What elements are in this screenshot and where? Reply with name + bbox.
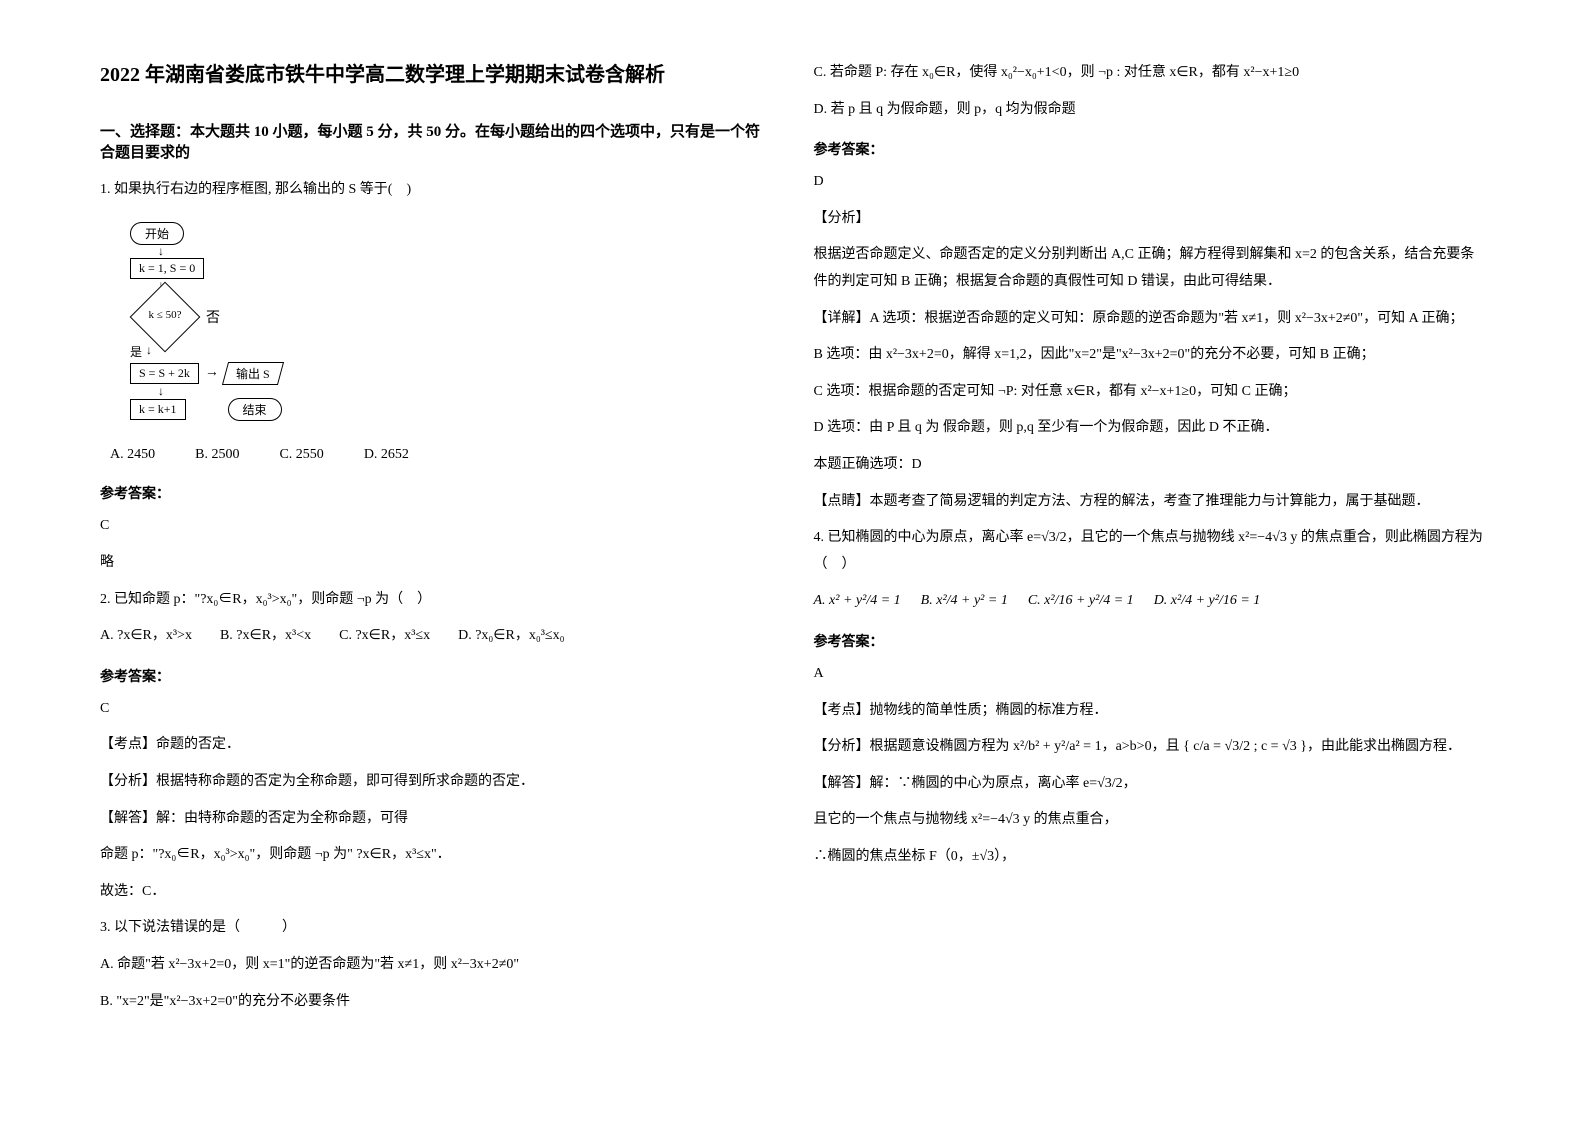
q4-optB: B. x²/4 + y² = 1: [921, 588, 1008, 615]
flow-arrow: ↓: [146, 346, 152, 356]
q3-final: 本题正确选项：D: [814, 452, 1488, 479]
q2-jieda-2: 命题 p："?x₀∈R，x₀³>x₀"，则命题 ¬p 为" ?x∈R，x³≤x"…: [100, 842, 774, 869]
flow-no-label: 否: [206, 307, 220, 327]
q3-fenxi-label: 【分析】: [814, 206, 1488, 233]
q4-jieda-1: 【解答】解：∵椭圆的中心为原点，离心率 e=√3/2，: [814, 771, 1488, 798]
q1-optA: A. 2450: [110, 447, 155, 463]
q4-answer: A: [814, 661, 1488, 688]
q3-fenxi-body: 根据逆否命题定义、命题否定的定义分别判断出 A,C 正确；解方程得到解集和 x=…: [814, 242, 1488, 295]
answer-label: 参考答案：: [814, 139, 1488, 159]
flow-start: 开始: [130, 222, 184, 245]
answer-label: 参考答案：: [814, 631, 1488, 651]
q1-optB: B. 2500: [195, 447, 239, 463]
q2-answer: C: [100, 696, 774, 723]
q3-xiangjie-A: 【详解】A 选项：根据逆否命题的定义可知：原命题的逆否命题为"若 x≠1，则 x…: [814, 306, 1488, 333]
q4-optD: D. x²/4 + y²/16 = 1: [1154, 588, 1261, 615]
q2-jieda-1: 【解答】解：由特称命题的否定为全称命题，可得: [100, 806, 774, 833]
flow-body: S = S + 2k: [130, 363, 199, 384]
q3-xiangjie-C: C 选项：根据命题的否定可知 ¬P: 对任意 x∈R，都有 x²−x+1≥0，可…: [814, 379, 1488, 406]
q3-optA: A. 命题"若 x²−3x+2=0，则 x=1"的逆否命题为"若 x≠1，则 x…: [100, 952, 774, 979]
q3-dianjing: 【点睛】本题考查了简易逻辑的判定方法、方程的解法，考查了推理能力与计算能力，属于…: [814, 489, 1488, 516]
section-heading: 一、选择题：本大题共 10 小题，每小题 5 分，共 50 分。在每小题给出的四…: [100, 120, 774, 162]
q3-optB: B. "x=2"是"x²−3x+2=0"的充分不必要条件: [100, 989, 774, 1016]
flow-init: k = 1, S = 0: [130, 258, 204, 279]
q1-text: 1. 如果执行右边的程序框图, 那么输出的 S 等于( ): [100, 177, 774, 204]
q3-text: 3. 以下说法错误的是（ ）: [100, 915, 774, 942]
flow-body-row: S = S + 2k → 输出 S: [130, 362, 281, 385]
q4-fenxi: 【分析】根据题意设椭圆方程为 x²/b² + y²/a² = 1，a>b>0，且…: [814, 734, 1488, 761]
flow-end-row: k = k+1 结束: [130, 398, 282, 421]
q2-jieda-3: 故选：C．: [100, 879, 774, 906]
q1-brief: 略: [100, 550, 774, 577]
q4-options: A. x² + y²/4 = 1 B. x²/4 + y² = 1 C. x²/…: [814, 588, 1488, 615]
flow-inc: k = k+1: [130, 399, 186, 420]
flowchart: 开始 ↓ k = 1, S = 0 ↓ k ≤ 50? 否 是 ↓ S = S …: [130, 222, 774, 422]
q2-options: A. ?x∈R，x³>x B. ?x∈R，x³<x C. ?x∈R，x³≤x D…: [100, 623, 774, 650]
q3-xiangjie-D: D 选项：由 P 且 q 为 假命题，则 p,q 至少有一个为假命题，因此 D …: [814, 415, 1488, 442]
right-column: C. 若命题 P: 存在 x₀∈R，使得 x₀²−x₀+1<0，则 ¬p : 对…: [794, 60, 1508, 1082]
q2-kaodian: 【考点】命题的否定．: [100, 732, 774, 759]
q4-jieda-3: ∴椭圆的焦点坐标 F（0，±√3），: [814, 844, 1488, 871]
q1-optD: D. 2652: [364, 447, 409, 463]
q2-text: 2. 已知命题 p："?x₀∈R，x₀³>x₀"，则命题 ¬p 为（ ）: [100, 587, 774, 614]
flow-yes-label: 是: [130, 343, 142, 360]
q4-kaodian: 【考点】抛物线的简单性质；椭圆的标准方程．: [814, 698, 1488, 725]
q1-answer: C: [100, 513, 774, 540]
flow-arrow: ↓: [158, 387, 164, 397]
left-column: 2022 年湖南省娄底市铁牛中学高二数学理上学期期末试卷含解析 一、选择题：本大…: [80, 60, 794, 1082]
q4-optC: C. x²/16 + y²/4 = 1: [1028, 588, 1134, 615]
q3-optD: D. 若 p 且 q 为假命题，则 p，q 均为假命题: [814, 97, 1488, 124]
q3-answer: D: [814, 169, 1488, 196]
q3-xiangjie-B: B 选项：由 x²−3x+2=0，解得 x=1,2，因此"x=2"是"x²−3x…: [814, 342, 1488, 369]
answer-label: 参考答案：: [100, 483, 774, 503]
q4-jieda-2: 且它的一个焦点与抛物线 x²=−4√3 y 的焦点重合，: [814, 807, 1488, 834]
flow-cond-text: k ≤ 50?: [130, 309, 200, 321]
q1-options: A. 2450 B. 2500 C. 2550 D. 2652: [110, 447, 774, 463]
flow-end: 结束: [228, 398, 282, 421]
q2-fenxi: 【分析】根据特称命题的否定为全称命题，即可得到所求命题的否定．: [100, 769, 774, 796]
q3-optC: C. 若命题 P: 存在 x₀∈R，使得 x₀²−x₀+1<0，则 ¬p : 对…: [814, 60, 1488, 87]
answer-label: 参考答案：: [100, 666, 774, 686]
flow-output: 输出 S: [222, 362, 284, 385]
flow-diamond: k ≤ 50?: [130, 297, 200, 337]
flow-cond-row: k ≤ 50? 否: [130, 293, 220, 341]
q4-optA: A. x² + y²/4 = 1: [814, 588, 901, 615]
q1-optC: C. 2550: [279, 447, 323, 463]
page-title: 2022 年湖南省娄底市铁牛中学高二数学理上学期期末试卷含解析: [100, 60, 774, 90]
q4-text: 4. 已知椭圆的中心为原点，离心率 e=√3/2，且它的一个焦点与抛物线 x²=…: [814, 525, 1488, 578]
flow-arrow: ↓: [158, 247, 164, 257]
